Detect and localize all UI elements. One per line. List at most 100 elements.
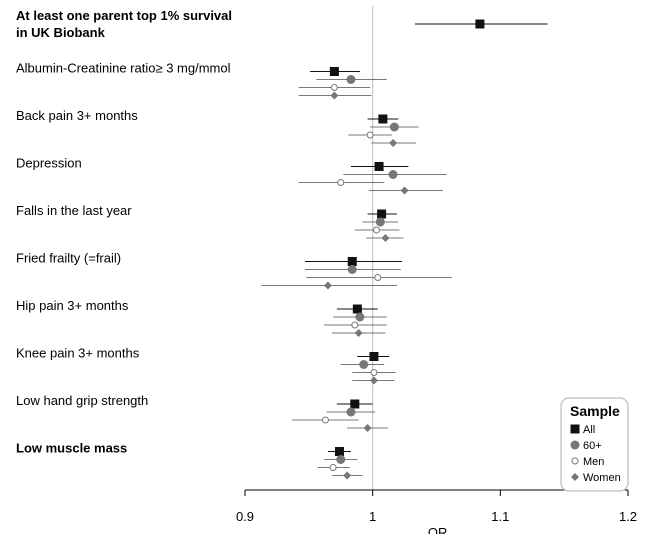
- estimate-men: [298, 179, 385, 186]
- row-label: Low muscle mass: [16, 441, 127, 456]
- marker: [389, 122, 399, 132]
- estimate-women: [331, 329, 386, 337]
- estimate-men: [324, 321, 387, 329]
- x-tick-label: 1.1: [491, 509, 509, 524]
- estimate-women: [366, 234, 404, 242]
- marker: [475, 19, 485, 29]
- estimate-60plus: [305, 265, 401, 274]
- marker: [369, 352, 379, 361]
- estimate-men: [306, 274, 452, 281]
- marker: [359, 360, 369, 369]
- x-tick-label: 1.2: [619, 509, 637, 524]
- row-label: Depression: [16, 156, 82, 171]
- x-axis-title: OR: [428, 525, 448, 534]
- row-label: Low hand grip strength: [16, 393, 148, 408]
- marker: [400, 186, 409, 195]
- marker: [388, 170, 398, 179]
- marker: [343, 471, 352, 480]
- estimate-all: [336, 399, 373, 409]
- marker: [363, 424, 372, 432]
- estimate-women: [371, 139, 417, 147]
- legend-marker: [571, 457, 579, 465]
- estimate-all: [327, 447, 351, 456]
- marker: [354, 329, 363, 337]
- row-label: Albumin-Creatinine ratio≥ 3 mg/mmol: [16, 61, 231, 76]
- legend-entry: 60+: [570, 440, 602, 452]
- legend-label: All: [583, 424, 595, 436]
- marker: [323, 281, 332, 290]
- marker: [389, 139, 398, 147]
- legend-box: [560, 397, 629, 492]
- legend-title: Sample: [570, 403, 620, 419]
- legend-marker: [571, 473, 579, 481]
- legend-label: 60+: [583, 440, 602, 452]
- estimate-all: [367, 114, 399, 124]
- estimate-60plus: [362, 217, 399, 227]
- marker: [370, 369, 378, 376]
- marker: [378, 114, 388, 124]
- estimate-men: [298, 84, 371, 91]
- row-label: At least one parent top 1% survival: [16, 8, 232, 23]
- estimate-women: [298, 91, 372, 100]
- estimate-60plus: [326, 407, 376, 417]
- estimate-60plus: [333, 312, 387, 322]
- legend-entry: All: [570, 424, 595, 436]
- estimates: [261, 19, 548, 480]
- estimate-men: [292, 416, 359, 424]
- estimate-all: [414, 19, 548, 29]
- estimate-women: [331, 471, 363, 480]
- estimate-all: [305, 257, 403, 266]
- estimate-60plus: [324, 455, 358, 464]
- estimate-women: [261, 281, 397, 290]
- legend-label: Men: [583, 456, 604, 468]
- marker: [346, 75, 356, 84]
- estimate-60plus: [316, 75, 387, 84]
- estimate-60plus: [370, 122, 419, 132]
- legend: Sample All 60+ Men Women: [560, 397, 629, 492]
- x-axis: 0.9 1 1.1 1.2: [236, 489, 637, 524]
- marker: [377, 209, 387, 219]
- marker: [369, 376, 378, 385]
- estimate-men: [348, 131, 392, 139]
- estimate-all: [357, 352, 390, 361]
- marker: [351, 321, 359, 329]
- marker: [375, 217, 385, 227]
- marker: [366, 131, 374, 139]
- marker: [381, 234, 390, 242]
- marker: [347, 257, 357, 266]
- marker: [374, 162, 384, 171]
- estimate-men: [317, 464, 350, 471]
- estimate-women: [368, 186, 443, 195]
- marker: [346, 407, 356, 417]
- estimate-all: [310, 67, 360, 76]
- marker: [374, 274, 382, 281]
- estimate-women: [347, 424, 388, 432]
- row-label: Falls in the last year: [16, 203, 132, 218]
- row-label: Knee pain 3+ months: [16, 346, 140, 361]
- legend-marker: [570, 424, 580, 434]
- x-tick-label: 0.9: [236, 509, 254, 524]
- row-labels: At least one parent top 1% survival in UK…: [16, 8, 232, 456]
- row-label-line2: in UK Biobank: [16, 25, 106, 40]
- estimate-all: [350, 162, 409, 171]
- marker: [337, 179, 345, 186]
- row-label: Fried frailty (=frail): [16, 251, 121, 266]
- marker: [330, 84, 338, 91]
- marker: [329, 67, 339, 76]
- marker: [372, 226, 380, 234]
- marker: [350, 399, 360, 409]
- estimate-all: [367, 209, 397, 219]
- marker: [334, 447, 344, 456]
- legend-entry: Women: [571, 472, 621, 484]
- row-label: Hip pain 3+ months: [16, 298, 129, 313]
- row-label: Back pain 3+ months: [16, 108, 138, 123]
- marker: [330, 91, 339, 100]
- estimate-60plus: [340, 360, 385, 369]
- marker: [336, 455, 346, 464]
- estimate-men: [352, 369, 396, 376]
- legend-marker: [570, 440, 580, 450]
- estimate-women: [352, 376, 395, 385]
- marker: [321, 416, 329, 424]
- estimate-all: [336, 304, 378, 314]
